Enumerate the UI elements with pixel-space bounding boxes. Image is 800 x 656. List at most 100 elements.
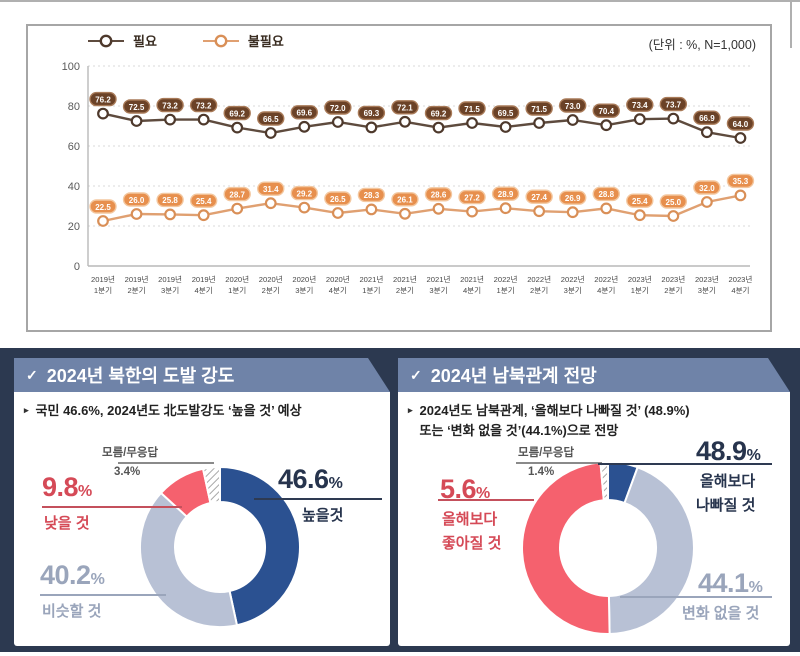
value-badge [693,110,721,125]
svg-text:71.5: 71.5 [531,105,547,114]
data-point [701,196,713,208]
svg-text:22.5: 22.5 [95,203,111,212]
value-badge [391,192,419,207]
panel-title: 2024년 남북관계 전망 [430,366,597,386]
svg-text:28.9: 28.9 [498,190,514,199]
bottom-panels: ✓ 2024년 북한의 도발 강도 ▸ 국민 46.6%, 2024년도 北도발… [0,348,800,652]
svg-text:72.1: 72.1 [397,104,413,113]
svg-text:2분기: 2분기 [530,286,548,295]
svg-text:2022년: 2022년 [527,274,551,284]
value-badge [592,103,620,118]
svg-text:69.2: 69.2 [229,109,245,118]
value-badge [491,186,520,201]
leader-line [42,506,182,508]
data-point [130,115,143,127]
svg-text:69.5: 69.5 [498,109,514,118]
svg-text:71.5: 71.5 [464,105,480,114]
svg-text:4분기: 4분기 [329,286,347,295]
data-point [164,113,177,126]
callout-high-value: 46.6% [278,464,343,494]
svg-text:31.4: 31.4 [263,185,279,194]
svg-text:4분기: 4분기 [195,286,213,295]
value-badge [156,97,184,113]
svg-text:2023년: 2023년 [661,274,685,284]
bullet-arrow-icon: ▸ [408,405,413,415]
svg-text:1분기: 1분기 [496,286,514,295]
svg-text:73.4: 73.4 [632,101,648,110]
svg-text:3분기: 3분기 [698,286,716,295]
unit-note: (단위 : %, N=1,000) [648,38,756,52]
svg-text:27.4: 27.4 [531,193,547,202]
panel-title: 2024년 북한의 도발 강도 [46,366,235,386]
svg-text:26.1: 26.1 [397,196,413,205]
svg-text:2019년: 2019년 [125,274,149,284]
value-badge [357,105,386,121]
svg-text:2020년: 2020년 [259,274,283,284]
value-badge [357,187,386,203]
summary-bullet: ▸ 국민 46.6%, 2024년도 北도발강도 ‘높을 것’ 예상 [24,401,302,421]
data-point [734,132,747,144]
leader-line [620,596,772,598]
summary-text: 2024년도 남북관계, ‘올해보다 나빠질 것’ (48.9%) 또는 ‘변화… [419,403,690,438]
svg-text:2019년: 2019년 [91,274,115,284]
svg-text:2022년: 2022년 [561,274,585,284]
panel-header: ✓ 2024년 북한의 도발 강도 [14,358,390,392]
trend-chart-panel: 필요 불필요 (단위 : %, N=1,000) 0 20 40 60 80 100 201… [26,24,772,332]
svg-text:25.0: 25.0 [666,198,682,207]
data-point [566,206,579,219]
value-badge [89,199,117,214]
callout-worse-label: 올해보다 [700,473,756,490]
legend-label-necessary: 필요 [133,34,157,49]
svg-text:3분기: 3분기 [161,286,179,295]
data-point [600,202,613,215]
summary-bullet: ▸ 2024년도 남북관계, ‘올해보다 나빠질 것’ (48.9%) 또는 ‘… [408,401,690,440]
svg-text:100: 100 [62,61,80,73]
svg-text:2분기: 2분기 [664,286,682,295]
data-point [97,215,109,227]
svg-text:2022년: 2022년 [594,274,618,284]
data-point [432,121,445,134]
svg-text:2분기: 2분기 [127,286,145,295]
svg-text:2020년: 2020년 [225,274,249,284]
callout-better-value: 5.6% [440,474,490,504]
data-point [298,201,311,214]
svg-text:28.3: 28.3 [364,191,380,200]
data-point [633,113,646,126]
svg-text:2021년: 2021년 [359,274,383,284]
line-marker-icon [88,34,124,47]
svg-text:60: 60 [68,141,80,153]
value-badge [324,100,352,115]
data-point [298,120,311,133]
svg-text:32.0: 32.0 [699,184,715,193]
leader-line [598,463,772,465]
svg-text:2분기: 2분기 [262,286,280,295]
data-point [734,189,747,202]
svg-text:3분기: 3분기 [429,286,447,295]
data-point [701,126,713,139]
value-badge [324,191,352,206]
value-badge [458,101,486,116]
callout-low-value: 9.8% [42,472,92,502]
callout-worse-label: 나빠질 것 [696,497,756,514]
svg-text:1분기: 1분기 [362,286,380,295]
svg-text:73.2: 73.2 [162,101,178,110]
unknown-value: 1.4% [528,466,555,478]
svg-text:2022년: 2022년 [494,274,518,284]
value-badge [525,189,553,204]
svg-text:73.0: 73.0 [565,102,581,111]
value-badge [559,190,587,205]
svg-text:1분기: 1분기 [94,286,112,295]
data-point [566,114,579,126]
data-point [197,113,210,126]
svg-text:66.9: 66.9 [699,114,715,123]
leader-line [254,498,382,500]
leader-line [40,594,166,596]
donut-chart-provocation [139,465,301,628]
value-badge [726,116,755,131]
svg-text:2분기: 2분기 [396,286,414,295]
svg-text:26.9: 26.9 [565,194,581,203]
value-badge [424,187,453,202]
value-badge [189,193,218,208]
svg-text:2019년: 2019년 [158,274,182,284]
svg-text:2021년: 2021년 [393,274,417,284]
